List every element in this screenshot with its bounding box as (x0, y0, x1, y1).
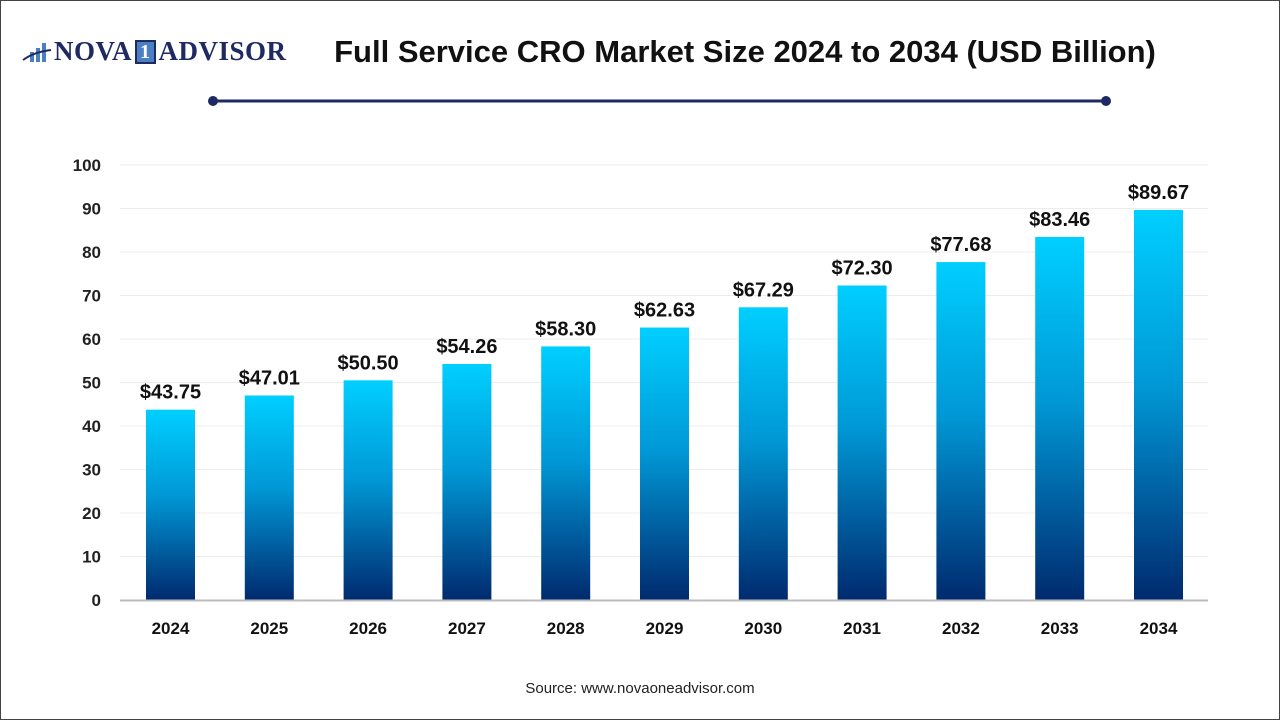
bar (738, 307, 788, 600)
logo: NOVA 1 ADVISOR (22, 36, 287, 67)
bar (640, 327, 689, 600)
y-tick-label: 50 (82, 374, 101, 393)
logo-text-left: NOVA (54, 36, 133, 66)
bar (936, 262, 986, 600)
bar (1035, 236, 1085, 600)
x-tick-label: 2027 (448, 619, 486, 638)
y-tick-label: 40 (82, 417, 101, 436)
x-tick-label: 2025 (250, 619, 288, 638)
x-tick-label: 2031 (843, 619, 881, 638)
divider-dot-left (208, 96, 218, 106)
data-label: $89.67 (1128, 182, 1189, 204)
logo-text-num: 1 (135, 39, 156, 64)
logo-bars-icon (22, 42, 52, 62)
data-label: $72.30 (832, 257, 893, 279)
logo-text-right: ADVISOR (158, 36, 287, 66)
chart-title: Full Service CRO Market Size 2024 to 203… (334, 34, 1156, 69)
x-tick-label: 2026 (349, 619, 387, 638)
data-label: $50.50 (338, 352, 399, 374)
data-label: $47.01 (239, 368, 300, 390)
divider-dot-right (1101, 96, 1111, 106)
bar (146, 409, 195, 600)
data-label: $83.46 (1029, 209, 1090, 231)
x-tick-label: 2024 (152, 619, 190, 638)
y-tick-label: 20 (82, 504, 101, 523)
data-label: $77.68 (930, 234, 991, 256)
x-tick-label: 2030 (744, 619, 782, 638)
source-note: Source: www.novaoneadvisor.com (525, 680, 755, 697)
y-tick-label: 90 (82, 200, 101, 219)
data-label: $54.26 (436, 336, 497, 358)
bar (541, 346, 591, 600)
data-label: $58.30 (535, 318, 596, 340)
x-tick-label: 2028 (547, 619, 585, 638)
x-tick-label: 2029 (646, 619, 684, 638)
x-tick-label: 2033 (1041, 619, 1079, 638)
y-tick-label: 70 (82, 287, 101, 306)
data-label: $43.75 (140, 382, 201, 404)
y-tick-label: 80 (82, 243, 101, 262)
bar (442, 363, 492, 600)
x-tick-label: 2032 (942, 619, 980, 638)
bar (244, 395, 294, 600)
y-tick-label: 10 (82, 548, 101, 567)
bar (837, 285, 887, 600)
x-tick-label: 2034 (1140, 619, 1178, 638)
data-label: $67.29 (733, 279, 794, 301)
y-tick-label: 0 (92, 591, 101, 610)
data-label: $62.63 (634, 300, 695, 322)
y-tick-label: 100 (73, 156, 101, 175)
bar (343, 380, 393, 600)
y-tick-label: 60 (82, 330, 101, 349)
bar (1134, 209, 1183, 601)
y-tick-label: 30 (82, 461, 101, 480)
